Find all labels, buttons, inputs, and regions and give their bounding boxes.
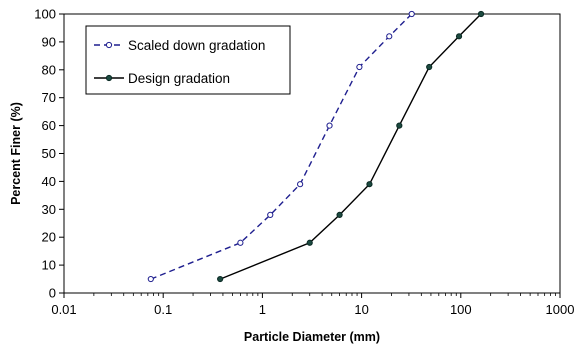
x-tick-label: 1 — [259, 302, 266, 317]
data-point — [267, 211, 274, 218]
plot-area — [63, 13, 561, 294]
data-point — [455, 33, 463, 40]
x-tick-label: 100 — [450, 302, 472, 317]
x-tick-label: 10 — [354, 302, 368, 317]
y-tick-label: 0 — [49, 286, 56, 301]
data-point — [426, 63, 433, 71]
y-axis-ticks: 0 10 20 30 40 50 60 70 80 90 100 — [34, 7, 64, 301]
x-tick-label: 0.01 — [51, 302, 76, 317]
data-point — [386, 33, 393, 40]
series-line-1 — [150, 13, 413, 280]
legend: Scaled down gradation Design gradation — [85, 25, 291, 95]
y-tick-label: 10 — [42, 258, 56, 273]
series-layer — [147, 10, 485, 283]
y-tick-label: 30 — [42, 202, 56, 217]
data-point — [217, 275, 224, 283]
data-point — [297, 181, 304, 188]
x-axis-title: Particle Diameter (mm) — [244, 330, 380, 344]
data-point — [326, 122, 333, 129]
legend-marker-2 — [105, 74, 113, 82]
y-axis-title: Percent Finer (%) — [9, 102, 23, 205]
data-point — [366, 181, 373, 188]
legend-marker-1 — [105, 41, 113, 49]
legend-label-2: Design gradation — [128, 71, 230, 86]
y-tick-label: 50 — [42, 146, 56, 161]
data-point — [306, 239, 313, 246]
data-point — [147, 275, 154, 283]
legend-box — [85, 25, 291, 95]
y-tick-label: 40 — [42, 174, 56, 189]
x-tick-label: 0.1 — [154, 302, 172, 317]
data-point — [336, 211, 343, 218]
series-line-2 — [219, 13, 482, 280]
y-tick-label: 70 — [42, 90, 56, 105]
y-tick-label: 60 — [42, 118, 56, 133]
y-tick-label: 20 — [42, 230, 56, 245]
x-axis-ticks: 0.01 0.1 1 10 100 1000 — [51, 293, 574, 317]
data-point — [396, 122, 403, 129]
y-tick-label: 80 — [42, 62, 56, 77]
y-tick-label: 100 — [34, 7, 56, 22]
data-point — [356, 63, 363, 71]
x-tick-label: 1000 — [546, 302, 575, 317]
data-point — [477, 10, 485, 18]
data-point — [237, 239, 244, 246]
legend-label-1: Scaled down gradation — [128, 38, 265, 53]
y-tick-label: 90 — [42, 34, 56, 49]
data-point — [408, 10, 415, 18]
